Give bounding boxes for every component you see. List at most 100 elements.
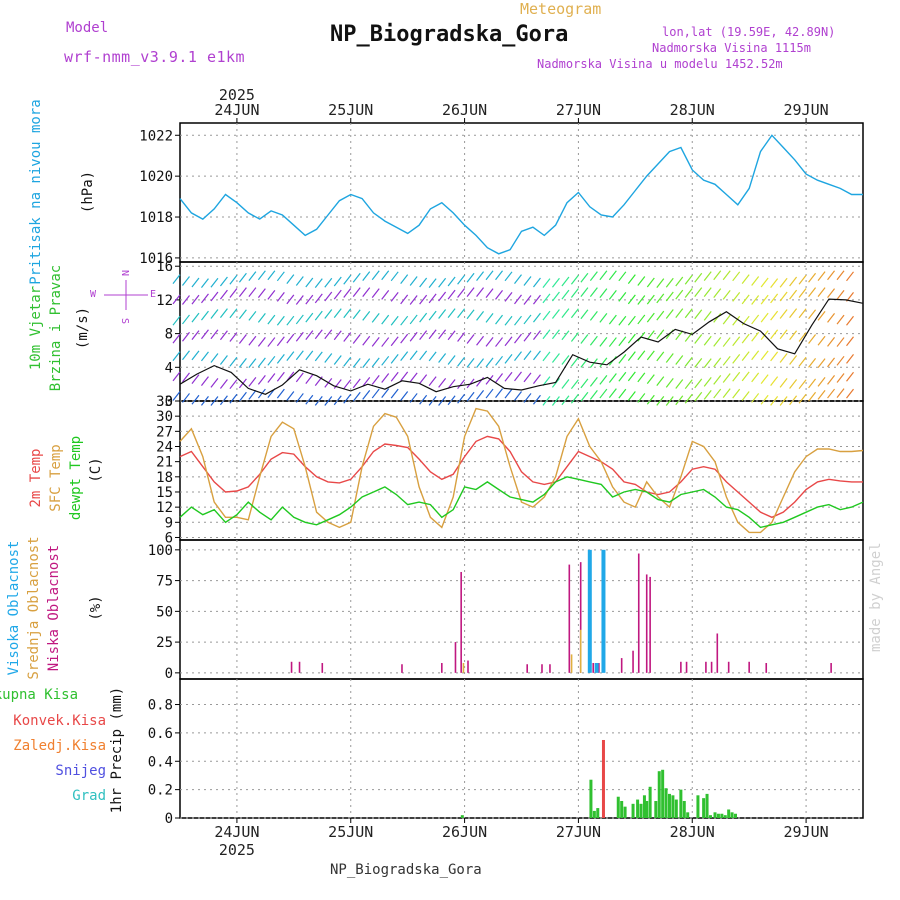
wind-barb [599, 388, 608, 399]
bar-niska-oblacnost [645, 574, 648, 673]
precip-unit-label: 1hr Precip (mm) [109, 687, 125, 813]
wind-barb [732, 271, 741, 282]
wind-barb [637, 350, 646, 361]
wind-barb [523, 331, 532, 342]
wind-barb [371, 313, 380, 323]
compass-label: E [150, 289, 156, 300]
wind-barb [722, 289, 731, 300]
wind-barb [608, 314, 617, 325]
wind-barb [238, 309, 247, 320]
station-title: NP_Biogradska_Gora [330, 22, 569, 47]
wind-barb [438, 353, 447, 363]
wind-barb [172, 274, 181, 285]
bar-ukupna-kisa [727, 809, 731, 818]
wind-barb [637, 276, 646, 286]
wind-barb [514, 294, 522, 305]
compass-label: N [119, 270, 130, 276]
wind-barb [532, 277, 541, 288]
wind-barb [751, 314, 760, 325]
wind-barb [400, 294, 409, 305]
bar-ukupna-kisa [620, 800, 624, 818]
bar-niska-oblacnost [579, 562, 582, 673]
bar-niska-oblacnost [748, 661, 750, 673]
wind-barb [570, 332, 579, 342]
bar-niska-oblacnost [526, 664, 528, 673]
precip-legend-item: Grad [72, 788, 106, 804]
wind-barb [314, 310, 323, 321]
wind-barb [504, 353, 513, 364]
wind-barb [542, 278, 551, 288]
wind-barb [713, 336, 722, 347]
wind-barb [476, 271, 485, 281]
bar-srednja-oblacnost [570, 654, 573, 673]
wind-barb [732, 371, 741, 382]
bar-ukupna-kisa [708, 815, 712, 818]
wind-barb [276, 315, 285, 326]
wind-barb [675, 308, 684, 319]
wind-barb [428, 278, 437, 288]
day-label-top: 28JUN [670, 101, 715, 119]
wind-barb [646, 394, 655, 405]
wind-barb [381, 337, 390, 347]
wind-barb [808, 272, 817, 283]
y-tick-label: 0 [165, 666, 173, 682]
wind-barb [817, 390, 826, 400]
wind-barb [504, 336, 513, 347]
wind-barb [248, 377, 257, 387]
wind-barb [570, 274, 579, 285]
panel-unit-label: (C) [88, 457, 104, 482]
wind-barb [476, 358, 485, 368]
wind-barb [182, 295, 190, 305]
compass-label: W [90, 289, 97, 300]
wind-barb [248, 335, 257, 346]
wind-barb [637, 295, 646, 305]
wind-barb [343, 288, 352, 298]
wind-barb [779, 377, 788, 388]
wind-barb [817, 335, 826, 346]
panel-side-label: Niska Oblacnost [46, 545, 62, 671]
wind-barb [428, 329, 437, 340]
bar-ukupna-kisa [734, 813, 738, 818]
wind-barb [523, 314, 532, 325]
wind-barb [419, 394, 428, 405]
wind-barb [191, 350, 200, 361]
wind-barb [514, 333, 522, 344]
wind-barb [447, 330, 456, 341]
wind-barb [172, 294, 181, 305]
wind-barb [608, 337, 617, 347]
wind-barb [798, 393, 807, 404]
y-tick-label: 9 [165, 515, 173, 531]
wind-barb [210, 396, 219, 406]
series-line-dewpt-temp [179, 476, 864, 529]
wind-barb [390, 315, 399, 326]
wind-barb [732, 353, 741, 364]
wind-barb [210, 309, 219, 319]
wind-barb [751, 295, 760, 305]
wind-barb [532, 330, 541, 340]
wind-barb [684, 274, 693, 285]
bar-ukupna-kisa [661, 769, 665, 818]
wind-barb [836, 289, 845, 300]
wind-barb [599, 313, 608, 323]
precip-legend-item: Konvek.Kisa [13, 713, 106, 729]
bar-niska-oblacnost [298, 661, 301, 673]
wind-barb [846, 353, 854, 364]
wind-barb [694, 309, 703, 320]
wind-barb [324, 329, 333, 340]
wind-barb [618, 291, 627, 302]
wind-barb [827, 288, 836, 299]
wind-barb [485, 288, 494, 299]
wind-barb [314, 278, 323, 288]
bar-ukupna-kisa [657, 771, 661, 818]
wind-barb [495, 270, 504, 281]
y-tick-label: 27 [156, 424, 173, 440]
bar-ukupna-kisa [667, 793, 671, 818]
y-tick-label: 33 [156, 394, 173, 410]
wind-barb [675, 289, 684, 300]
bar-ukupna-kisa [713, 812, 717, 818]
wind-barb [172, 333, 181, 344]
wind-barb [409, 393, 418, 403]
panel-side-label: Brzina i Pravac [48, 265, 64, 391]
wind-barb [523, 372, 532, 383]
wind-barb [751, 393, 760, 403]
